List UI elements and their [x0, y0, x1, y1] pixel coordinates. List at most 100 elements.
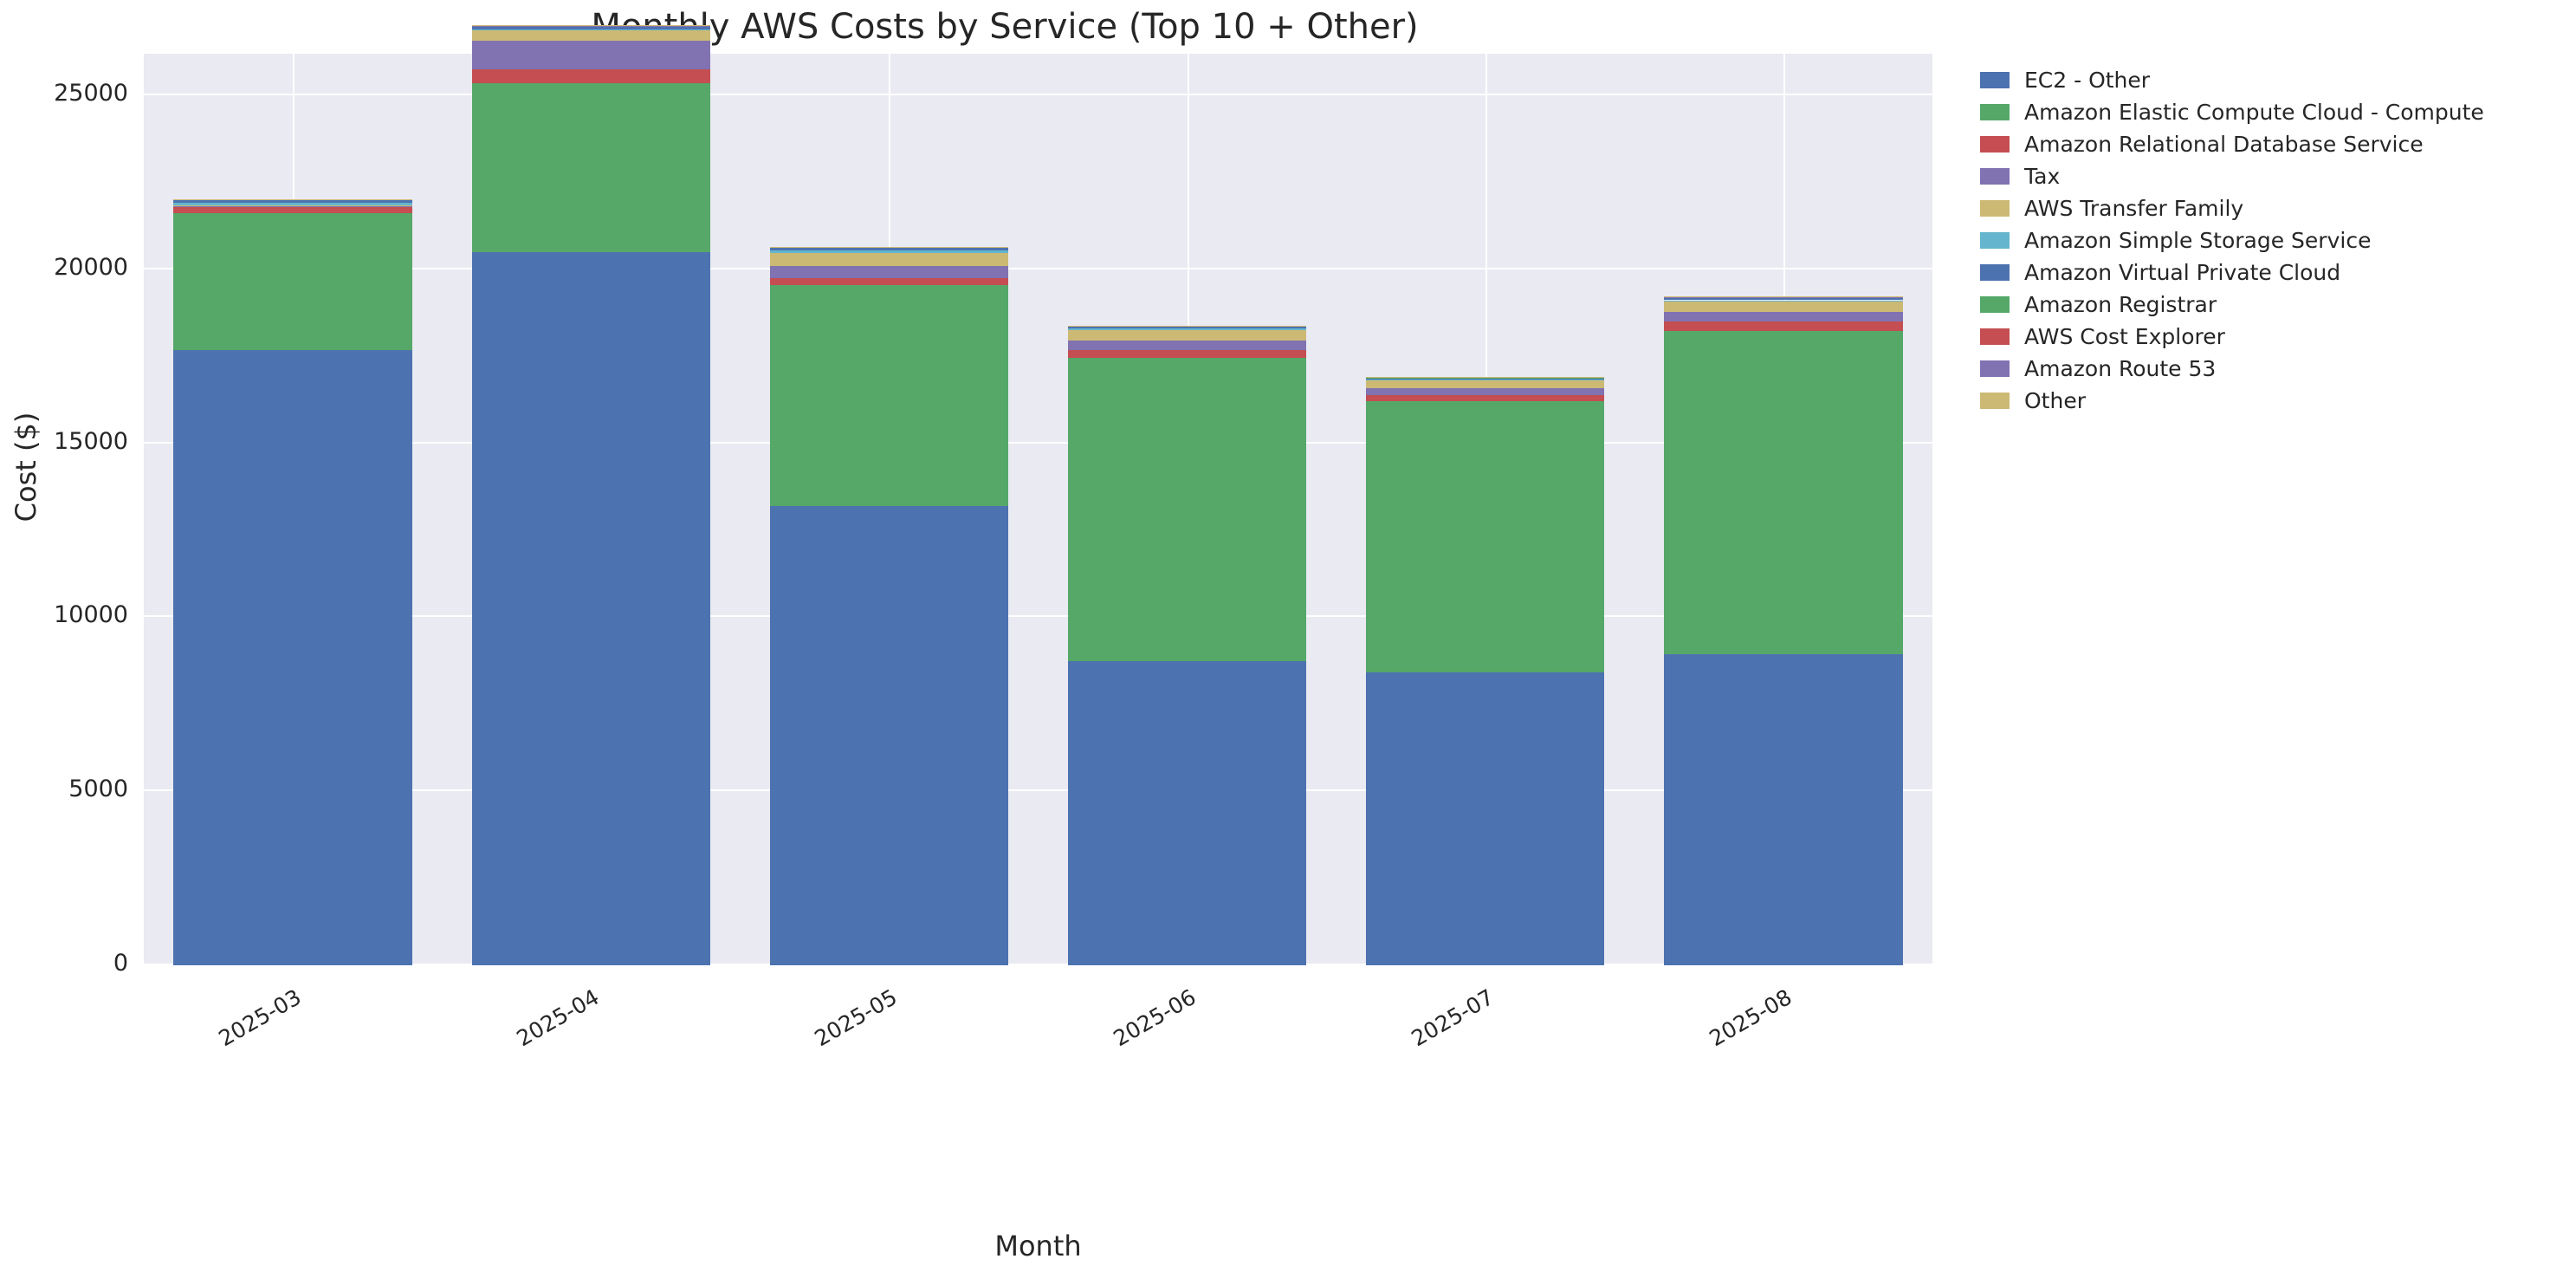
- bar-stack[interactable]: [769, 54, 1009, 965]
- legend-label: Amazon Elastic Compute Cloud - Compute: [2024, 100, 2484, 125]
- y-gridline: [144, 789, 1932, 792]
- legend-label: Amazon Simple Storage Service: [2024, 228, 2372, 253]
- bar-segment[interactable]: [1067, 661, 1307, 965]
- legend-label: Amazon Relational Database Service: [2024, 132, 2424, 157]
- y-gridline: [144, 441, 1932, 444]
- x-tick-label: 2025-08: [1705, 984, 1796, 1052]
- legend-item[interactable]: Amazon Registrar: [1980, 289, 2552, 321]
- bar-segment[interactable]: [769, 250, 1009, 253]
- bar-segment[interactable]: [173, 199, 412, 204]
- bar-segment[interactable]: [769, 247, 1009, 251]
- bar-segment[interactable]: [1664, 321, 1903, 331]
- bar-segment[interactable]: [471, 69, 710, 84]
- bar-segment[interactable]: [1366, 380, 1605, 389]
- legend-label: Amazon Registrar: [2024, 292, 2217, 317]
- bar-segment[interactable]: [769, 265, 1009, 278]
- legend-item[interactable]: Amazon Elastic Compute Cloud - Compute: [1980, 96, 2552, 128]
- bar-segment[interactable]: [1664, 654, 1903, 965]
- legend-swatch-icon: [1980, 104, 2010, 120]
- chart-legend: EC2 - Other Amazon Elastic Compute Cloud …: [1980, 64, 2552, 417]
- bar-segment[interactable]: [471, 40, 710, 70]
- bar-segment[interactable]: [769, 252, 1009, 266]
- bar-segment[interactable]: [1664, 312, 1903, 321]
- legend-label: Amazon Virtual Private Cloud: [2024, 260, 2341, 285]
- legend-swatch-icon: [1980, 136, 2010, 153]
- legend-swatch-icon: [1980, 200, 2010, 217]
- x-tick-label: 2025-07: [1407, 984, 1498, 1052]
- legend-item[interactable]: Amazon Virtual Private Cloud: [1980, 256, 2552, 289]
- legend-item[interactable]: AWS Cost Explorer: [1980, 321, 2552, 353]
- bar-segment[interactable]: [1366, 388, 1605, 395]
- legend-label: AWS Cost Explorer: [2024, 324, 2225, 349]
- legend-item[interactable]: Other: [1980, 385, 2552, 417]
- bar-segment[interactable]: [1664, 297, 1903, 301]
- legend-swatch-icon: [1980, 72, 2010, 88]
- chart-title: Monthly AWS Costs by Service (Top 10 + O…: [591, 7, 1419, 47]
- bar-segment[interactable]: [1664, 330, 1903, 655]
- y-gridline: [144, 615, 1932, 618]
- bar-segment[interactable]: [173, 350, 412, 965]
- y-tick-label: 25000: [54, 80, 128, 107]
- bar-segment[interactable]: [1366, 377, 1605, 380]
- legend-item[interactable]: Amazon Route 53: [1980, 353, 2552, 385]
- y-gridline: [144, 94, 1932, 96]
- bar-segment[interactable]: [173, 213, 412, 351]
- bar-segment[interactable]: [1067, 358, 1307, 662]
- bar-segment[interactable]: [1664, 300, 1903, 302]
- bar-stack[interactable]: [1366, 54, 1605, 965]
- bar-segment[interactable]: [1366, 400, 1605, 673]
- legend-label: AWS Transfer Family: [2024, 196, 2244, 221]
- y-gridline: [144, 964, 1932, 965]
- legend-item[interactable]: Tax: [1980, 160, 2552, 192]
- y-gridline: [144, 267, 1932, 269]
- bar-segment[interactable]: [471, 83, 710, 252]
- bar-segment[interactable]: [1067, 341, 1307, 350]
- bar-segment[interactable]: [471, 251, 710, 965]
- y-tick-label: 5000: [68, 776, 128, 803]
- legend-swatch-icon: [1980, 393, 2010, 409]
- bar-segment[interactable]: [173, 203, 412, 206]
- x-tick-label: 2025-05: [810, 984, 902, 1052]
- bar-stack[interactable]: [1664, 54, 1903, 965]
- legend-label: EC2 - Other: [2024, 68, 2151, 93]
- bar-segment[interactable]: [471, 29, 710, 41]
- legend-swatch-icon: [1980, 328, 2010, 345]
- y-tick-label: 10000: [54, 601, 128, 629]
- bar-stack[interactable]: [471, 25, 710, 965]
- legend-item[interactable]: AWS Transfer Family: [1980, 192, 2552, 224]
- legend-label: Tax: [2024, 164, 2061, 189]
- bar-segment[interactable]: [173, 206, 412, 214]
- bar-segment[interactable]: [1366, 394, 1605, 401]
- legend-label: Other: [2024, 388, 2086, 413]
- legend-item[interactable]: Amazon Simple Storage Service: [1980, 224, 2552, 256]
- bar-segment[interactable]: [1664, 302, 1903, 313]
- bar-segment[interactable]: [1067, 349, 1307, 359]
- x-tick-label: 2025-04: [512, 984, 604, 1052]
- x-tick-label: 2025-03: [214, 984, 306, 1052]
- bar-segment[interactable]: [769, 285, 1009, 506]
- x-axis-label: Month: [994, 1230, 1082, 1262]
- legend-swatch-icon: [1980, 360, 2010, 377]
- legend-label: Amazon Route 53: [2024, 356, 2217, 381]
- y-axis-label: Cost ($): [10, 412, 42, 522]
- bar-segment[interactable]: [1067, 326, 1307, 329]
- bar-segment[interactable]: [173, 205, 412, 207]
- bar-segment[interactable]: [1067, 328, 1307, 331]
- bar-segment[interactable]: [471, 29, 710, 30]
- y-tick-label: 0: [113, 950, 128, 977]
- legend-swatch-icon: [1980, 264, 2010, 281]
- bar-stack[interactable]: [173, 54, 412, 965]
- bar-segment[interactable]: [769, 505, 1009, 965]
- legend-item[interactable]: EC2 - Other: [1980, 64, 2552, 96]
- bar-segment[interactable]: [1067, 330, 1307, 341]
- legend-item[interactable]: Amazon Relational Database Service: [1980, 128, 2552, 160]
- y-tick-label: 20000: [54, 253, 128, 281]
- bar-segment[interactable]: [1366, 672, 1605, 965]
- x-tick-label: 2025-06: [1109, 984, 1201, 1052]
- bar-segment[interactable]: [769, 277, 1009, 286]
- legend-swatch-icon: [1980, 168, 2010, 185]
- legend-swatch-icon: [1980, 232, 2010, 249]
- plot-area: [144, 25, 1932, 965]
- bar-segment[interactable]: [471, 26, 710, 29]
- bar-stack[interactable]: [1067, 54, 1307, 965]
